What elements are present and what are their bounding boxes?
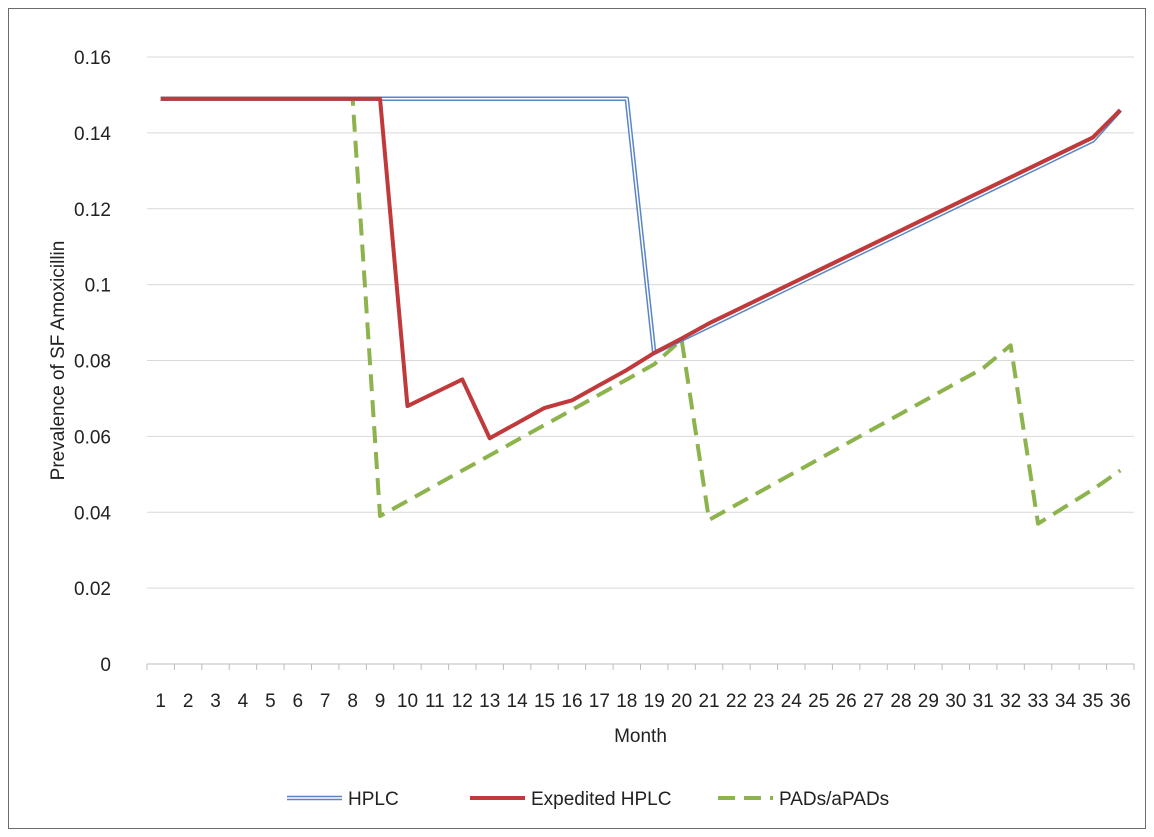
x-tick-label: 36 bbox=[1110, 691, 1131, 712]
x-tick-label: 34 bbox=[1055, 691, 1077, 712]
y-tick-label: 0.04 bbox=[74, 503, 111, 524]
x-tick-label: 9 bbox=[375, 691, 386, 712]
x-tick-label: 15 bbox=[534, 691, 555, 712]
legend-label-expedited-hplc: Expedited HPLC bbox=[531, 789, 671, 810]
x-tick-label: 7 bbox=[320, 691, 331, 712]
x-tick-label: 5 bbox=[265, 691, 276, 712]
series-line-expedited-hplc bbox=[160, 96, 1122, 441]
x-tick-label: 22 bbox=[726, 691, 747, 712]
x-tick-label: 14 bbox=[507, 691, 529, 712]
series-lines bbox=[160, 96, 1122, 526]
x-tick-label: 19 bbox=[644, 691, 665, 712]
legend-label-hplc: HPLC bbox=[348, 789, 399, 810]
y-axis-title: Prevalence of SF Amoxicillin bbox=[48, 241, 69, 481]
x-tick-label: 33 bbox=[1027, 691, 1048, 712]
axes: 00.020.040.060.080.10.120.140.161 2 3 4 5 6 7 8… bbox=[74, 48, 1135, 712]
x-tick-label: 21 bbox=[698, 691, 719, 712]
y-tick-label: 0.02 bbox=[74, 579, 111, 600]
x-tick-label: 13 bbox=[479, 691, 500, 712]
x-tick-label: 11 bbox=[425, 691, 445, 712]
y-tick-label: 0 bbox=[100, 655, 111, 676]
x-tick-label: 12 bbox=[452, 691, 473, 712]
x-axis-title: Month bbox=[614, 726, 667, 747]
y-tick-label: 0.16 bbox=[74, 48, 111, 69]
x-tick-label: 35 bbox=[1082, 691, 1103, 712]
x-tick-label: 17 bbox=[589, 691, 610, 712]
x-tick-label: 27 bbox=[863, 691, 884, 712]
y-tick-label: 0.06 bbox=[74, 427, 111, 448]
series-line-hplc-inner bbox=[160, 97, 1121, 354]
y-tick-label: 0.12 bbox=[74, 200, 111, 221]
legend-label-pads-apads: PADs/aPADs bbox=[779, 789, 889, 810]
x-tick-label: 4 bbox=[238, 691, 249, 712]
x-tick-label: 28 bbox=[890, 691, 911, 712]
x-tick-label: 29 bbox=[918, 691, 939, 712]
x-tick-label: 18 bbox=[616, 691, 637, 712]
y-tick-label: 0.08 bbox=[74, 352, 111, 373]
x-tick-label: 20 bbox=[671, 691, 692, 712]
y-tick-label: 0.14 bbox=[74, 124, 111, 145]
x-tick-label: 32 bbox=[1000, 691, 1021, 712]
x-tick-label: 30 bbox=[945, 691, 966, 712]
x-tick-label: 25 bbox=[808, 691, 829, 712]
y-tick-label: 0.1 bbox=[85, 276, 111, 297]
x-tick-label: 26 bbox=[836, 691, 857, 712]
x-tick-label: 10 bbox=[397, 691, 418, 712]
x-tick-label: 6 bbox=[293, 691, 304, 712]
legend: HPLC Expedited HPLC PADs/aPADs bbox=[287, 789, 889, 810]
chart-frame bbox=[8, 8, 1146, 829]
x-tick-label: 24 bbox=[781, 691, 803, 712]
x-tick-label: 8 bbox=[347, 691, 358, 712]
x-tick-label: 31 bbox=[973, 691, 994, 712]
x-tick-label: 1 bbox=[155, 691, 166, 712]
x-tick-label: 16 bbox=[561, 691, 582, 712]
series-line-pads-apads bbox=[160, 96, 1122, 526]
x-tick-label: 23 bbox=[753, 691, 774, 712]
x-tick-label: 3 bbox=[210, 691, 221, 712]
x-tick-label: 2 bbox=[183, 691, 194, 712]
